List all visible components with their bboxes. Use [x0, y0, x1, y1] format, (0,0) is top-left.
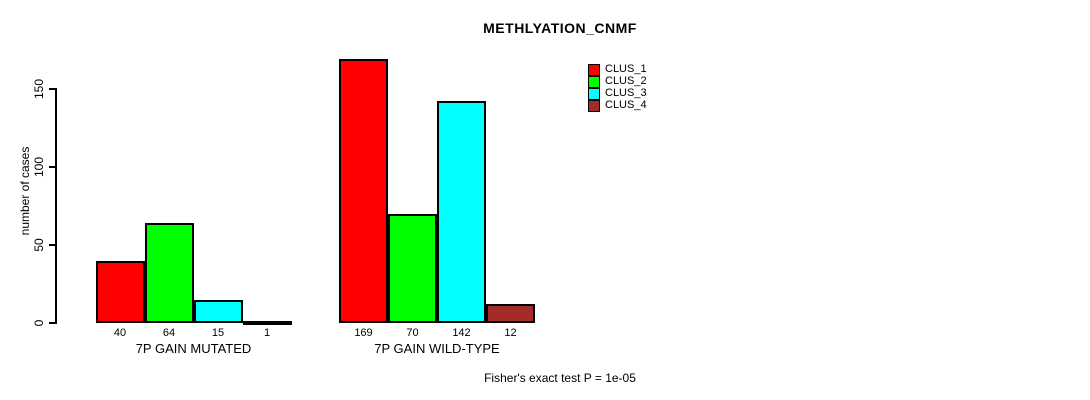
- x-axis-category-label: 7P GAIN WILD-TYPE: [374, 341, 500, 356]
- legend-item-clus-2: CLUS_2: [588, 75, 647, 88]
- y-axis-tick: [49, 322, 56, 324]
- bar-clus-3-7p-gain-mutated: [193, 300, 243, 323]
- y-axis-line: [55, 88, 57, 324]
- legend-item-clus-3: CLUS_3: [588, 87, 647, 100]
- legend-swatch: [588, 87, 600, 100]
- bar-clus-4-7p-gain-mutated: [242, 321, 292, 325]
- chart-title: METHLYATION_CNMF: [483, 20, 637, 36]
- legend-label: CLUS_1: [605, 63, 647, 75]
- bar-clus-4-7p-gain-wild-type: [486, 304, 535, 323]
- bar-value-label: 70: [406, 327, 419, 339]
- y-axis-tick: [49, 244, 56, 246]
- bar-clus-1-7p-gain-mutated: [95, 261, 145, 323]
- bar-clus-1-7p-gain-wild-type: [339, 59, 388, 323]
- bar-value-label: 169: [354, 327, 373, 339]
- legend-swatch: [588, 63, 600, 76]
- y-axis-title: number of cases: [18, 146, 32, 236]
- legend-label: CLUS_3: [605, 87, 647, 99]
- y-axis-tick: [49, 166, 56, 168]
- bar-value-label: 1: [263, 327, 271, 339]
- bar-clus-2-7p-gain-wild-type: [388, 214, 437, 323]
- legend-swatch: [588, 99, 600, 112]
- legend-swatch: [588, 75, 600, 88]
- bar-clus-2-7p-gain-mutated: [144, 223, 194, 323]
- chart-footer-annotation: Fisher's exact test P = 1e-05: [484, 371, 636, 385]
- y-axis-tick: [49, 88, 56, 90]
- bar-value-label: 12: [504, 327, 517, 339]
- bar-value-label: 40: [113, 327, 127, 339]
- legend-item-clus-4: CLUS_4: [588, 99, 647, 112]
- legend-label: CLUS_4: [605, 99, 647, 111]
- x-axis-category-label: 7P GAIN MUTATED: [135, 341, 252, 356]
- y-axis-tick-label: 150: [32, 78, 46, 100]
- y-axis-tick-label: 100: [32, 156, 46, 178]
- y-axis-tick-label: 0: [32, 319, 46, 327]
- y-axis-tick-label: 50: [32, 238, 46, 252]
- bar-clus-3-7p-gain-wild-type: [437, 101, 486, 323]
- legend-item-clus-1: CLUS_1: [588, 63, 647, 76]
- bar-value-label: 64: [162, 327, 176, 339]
- bar-value-label: 15: [211, 327, 225, 339]
- legend: CLUS_1 CLUS_2 CLUS_3 CLUS_4: [588, 63, 647, 112]
- legend-label: CLUS_2: [605, 75, 647, 87]
- bar-value-label: 142: [452, 327, 471, 339]
